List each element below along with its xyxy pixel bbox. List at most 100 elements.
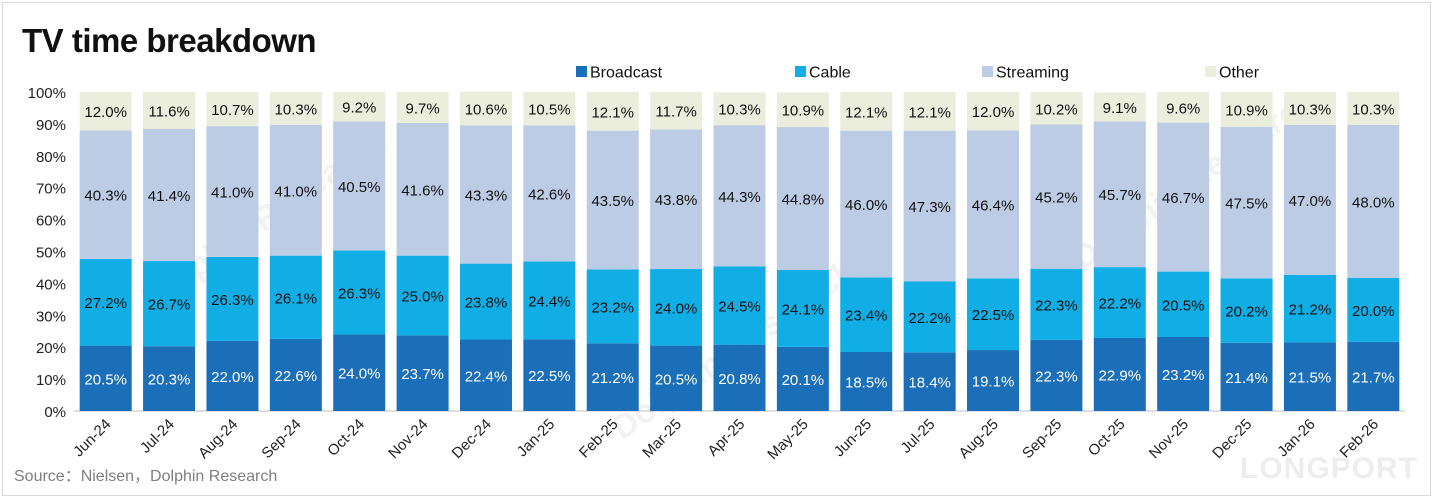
x-tick-label: May-25 xyxy=(764,416,811,463)
bar-segment-cable xyxy=(1030,268,1083,340)
bar-segment-other xyxy=(396,92,449,123)
bar-segment-streaming xyxy=(1220,126,1273,279)
bar-segment-cable xyxy=(967,278,1020,351)
bar-segment-cable xyxy=(79,258,132,346)
bar-segment-streaming xyxy=(840,130,893,278)
data-label-other: 10.3% xyxy=(1352,101,1395,118)
bar-segment-broadcast xyxy=(1157,336,1210,411)
bar-segment-other xyxy=(903,92,956,131)
bar-segment-broadcast xyxy=(206,340,259,411)
y-tick-label: 0% xyxy=(44,404,66,421)
bar-segment-other xyxy=(650,92,703,130)
data-label-streaming: 40.5% xyxy=(338,179,381,196)
bar-segment-streaming xyxy=(967,130,1020,279)
x-tick-label: Nov-24 xyxy=(385,416,431,462)
bar-segment-streaming xyxy=(1283,124,1336,275)
data-label-cable: 20.5% xyxy=(1162,297,1205,314)
y-tick-label: 60% xyxy=(36,213,66,230)
bar-segment-broadcast xyxy=(1030,339,1083,411)
data-label-other: 10.5% xyxy=(528,102,571,119)
x-tick-label: Jan-25 xyxy=(514,416,558,460)
bar-segment-other xyxy=(1220,92,1273,127)
data-label-streaming: 42.6% xyxy=(528,186,571,203)
data-label-streaming: 46.7% xyxy=(1162,190,1205,207)
bar-segment-other xyxy=(776,92,829,128)
bar-segment-streaming xyxy=(1347,124,1400,278)
y-tick-label: 90% xyxy=(36,117,66,134)
bar-segment-other xyxy=(1283,92,1336,125)
x-tick-label: Sep-25 xyxy=(1019,416,1065,462)
data-label-other: 11.7% xyxy=(655,104,696,121)
data-label-other: 9.2% xyxy=(342,100,376,117)
legend-swatch-broadcast xyxy=(576,66,587,77)
data-label-other: 9.1% xyxy=(1103,100,1137,117)
bar-segment-cable xyxy=(269,255,322,339)
bar-segment-broadcast xyxy=(333,334,386,411)
data-label-other: 9.6% xyxy=(1166,100,1200,117)
data-label-cable: 20.2% xyxy=(1225,304,1268,321)
data-label-broadcast: 23.2% xyxy=(1162,367,1205,384)
bar-segment-streaming xyxy=(79,130,132,259)
bar-segment-other xyxy=(1093,92,1146,122)
bar-segment-streaming xyxy=(650,129,703,270)
bar-segment-broadcast xyxy=(1347,341,1400,411)
data-label-cable: 24.1% xyxy=(782,301,825,318)
bar-segment-other xyxy=(1157,92,1210,123)
legend-label-broadcast: Broadcast xyxy=(590,65,663,82)
bar-segment-other xyxy=(1030,92,1083,125)
bar-segment-other xyxy=(333,92,386,122)
bar-segment-cable xyxy=(143,261,196,347)
data-label-cable: 26.7% xyxy=(148,297,191,314)
data-label-other: 12.1% xyxy=(908,104,951,121)
legend-label-streaming: Streaming xyxy=(996,65,1069,82)
y-tick-label: 80% xyxy=(36,149,66,166)
bar-segment-streaming xyxy=(713,125,766,267)
bar-segment-streaming xyxy=(903,130,956,282)
data-label-broadcast: 22.0% xyxy=(211,369,254,386)
x-tick-label: Jun-25 xyxy=(831,416,875,460)
data-label-streaming: 40.3% xyxy=(84,188,127,205)
data-label-other: 10.9% xyxy=(1225,102,1268,119)
data-label-streaming: 45.7% xyxy=(1099,187,1142,204)
bar-segment-streaming xyxy=(523,125,576,262)
bar-segment-broadcast xyxy=(840,351,893,411)
x-tick-label: Nov-25 xyxy=(1146,416,1192,462)
y-tick-label: 30% xyxy=(36,308,66,325)
bar-segment-other xyxy=(269,92,322,125)
x-tick-label: Jan-26 xyxy=(1274,416,1318,460)
x-tick-label: Dec-25 xyxy=(1209,416,1255,462)
data-label-broadcast: 21.7% xyxy=(1352,369,1395,386)
bar-segment-other xyxy=(1347,92,1400,125)
data-label-streaming: 47.3% xyxy=(908,199,951,216)
bar-segment-other xyxy=(713,92,766,126)
bar-segment-broadcast xyxy=(523,339,576,411)
data-label-streaming: 44.3% xyxy=(718,189,761,206)
data-label-cable: 26.3% xyxy=(338,285,381,302)
bar-segment-broadcast xyxy=(396,335,449,411)
data-label-streaming: 41.0% xyxy=(211,185,254,202)
bar-segment-other xyxy=(840,92,893,131)
data-label-other: 10.9% xyxy=(782,103,825,120)
bar-segment-cable xyxy=(903,281,956,353)
data-label-cable: 26.1% xyxy=(275,290,318,307)
bar-segment-broadcast xyxy=(1093,337,1146,411)
bar-segment-streaming xyxy=(776,127,829,271)
bar-segment-cable xyxy=(206,256,259,341)
bar-segment-cable xyxy=(396,255,449,336)
x-tick-label: Oct-25 xyxy=(1085,416,1129,460)
bar-segment-cable xyxy=(650,269,703,346)
data-label-cable: 24.0% xyxy=(655,300,698,317)
x-tick-label: Oct-24 xyxy=(324,416,368,460)
bar-segment-other xyxy=(967,92,1020,131)
data-label-cable: 23.2% xyxy=(591,299,634,316)
bar-segment-other xyxy=(523,92,576,126)
bar-segment-cable xyxy=(459,263,512,340)
data-label-streaming: 43.5% xyxy=(591,193,634,210)
data-label-broadcast: 20.5% xyxy=(655,371,698,388)
data-label-broadcast: 20.1% xyxy=(782,372,825,389)
bar-segment-streaming xyxy=(1157,122,1210,272)
data-label-streaming: 47.0% xyxy=(1289,193,1332,210)
bar-segment-broadcast xyxy=(459,339,512,411)
source-note: Source：Nielsen，Dolphin Research xyxy=(14,468,278,485)
